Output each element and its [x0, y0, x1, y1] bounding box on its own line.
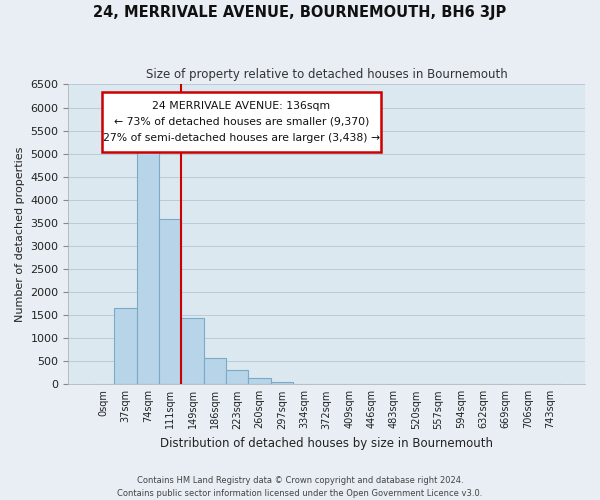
Title: Size of property relative to detached houses in Bournemouth: Size of property relative to detached ho…	[146, 68, 508, 80]
Bar	[204, 358, 226, 384]
Bar	[137, 150, 159, 384]
Text: Contains HM Land Registry data © Crown copyright and database right 2024.
Contai: Contains HM Land Registry data © Crown c…	[118, 476, 482, 498]
Bar	[159, 219, 181, 384]
Bar	[114, 308, 137, 384]
Text: 24 MERRIVALE AVENUE: 136sqm
← 73% of detached houses are smaller (9,370)
27% of : 24 MERRIVALE AVENUE: 136sqm ← 73% of det…	[103, 102, 380, 142]
Bar	[226, 370, 248, 384]
Text: 24, MERRIVALE AVENUE, BOURNEMOUTH, BH6 3JP: 24, MERRIVALE AVENUE, BOURNEMOUTH, BH6 3…	[94, 5, 506, 20]
Bar	[271, 382, 293, 384]
X-axis label: Distribution of detached houses by size in Bournemouth: Distribution of detached houses by size …	[160, 437, 493, 450]
Bar	[181, 318, 204, 384]
Bar	[248, 378, 271, 384]
Y-axis label: Number of detached properties: Number of detached properties	[15, 146, 25, 322]
FancyBboxPatch shape	[102, 92, 381, 152]
